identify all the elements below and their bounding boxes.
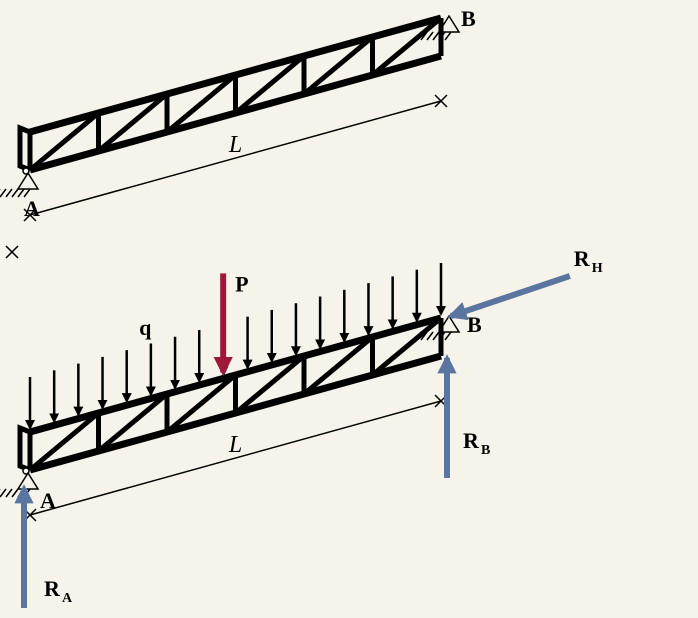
RA-label: R	[44, 576, 61, 601]
span-length-label: L	[228, 432, 242, 458]
q-label: q	[139, 315, 152, 340]
RB-sub: B	[481, 443, 490, 458]
support-B-label: B	[461, 6, 476, 31]
P-label: P	[235, 271, 248, 296]
RH-label: R	[574, 246, 591, 271]
RA-sub: A	[62, 591, 73, 606]
support-B2-label: B	[467, 312, 482, 337]
reaction-RH-arrow	[451, 276, 570, 316]
truss-diagram: ABLABLqPRARBRH	[0, 0, 698, 618]
RH-sub: H	[592, 261, 603, 276]
span-length-label: L	[228, 132, 242, 158]
RB-label: R	[463, 428, 480, 453]
